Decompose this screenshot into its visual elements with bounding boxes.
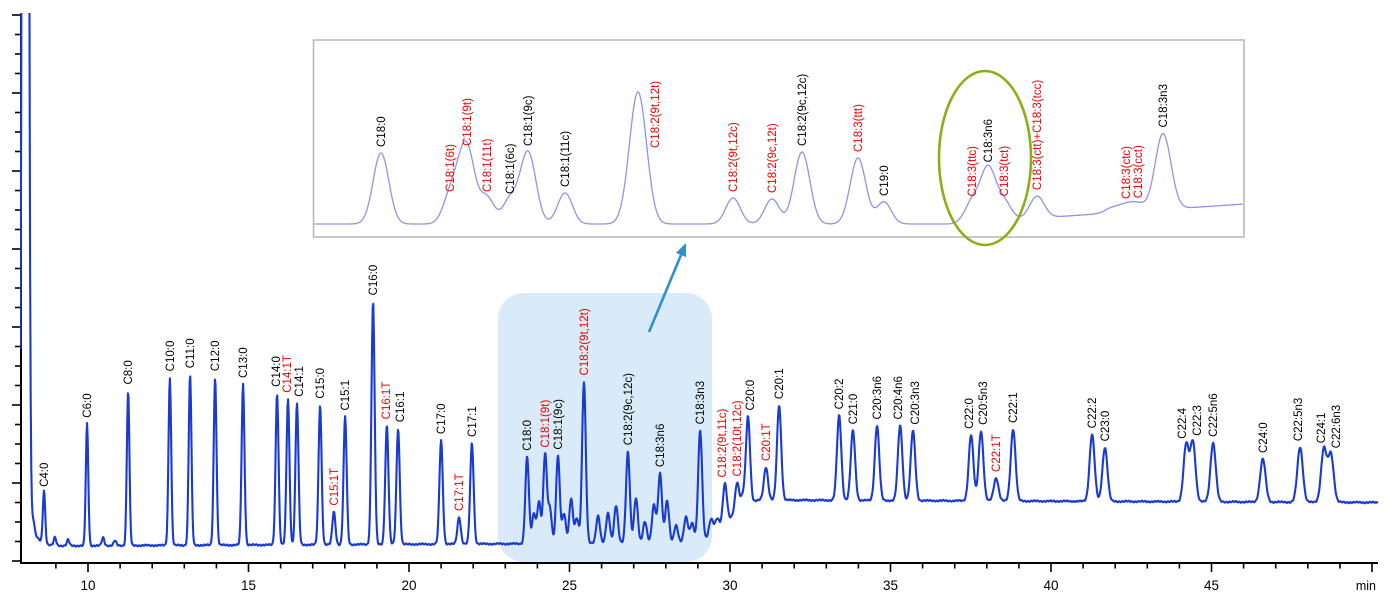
peak-label: C18:2(9t,11c) xyxy=(717,408,729,477)
x-axis-ticks xyxy=(55,564,1373,572)
peak-label: C18:1(9c) xyxy=(553,399,565,450)
inset-peak-labels: C18:0 C18:1(6t) C18:1(9t) C18:1(11t) C18:1(6… xyxy=(376,74,1170,199)
peak-label: C14:0 xyxy=(271,356,283,387)
inset-peak-label: C18:1(9c) xyxy=(523,95,535,146)
y-axis-ticks xyxy=(12,14,20,562)
peak-label: C18:3n6 xyxy=(655,424,667,467)
peak-label: C23:0 xyxy=(1100,411,1112,442)
x-axis-labels: 10 15 20 25 30 35 40 45 min xyxy=(80,578,1376,593)
inset-peak-label: C19:0 xyxy=(879,165,891,196)
peak-label: C24:0 xyxy=(1258,422,1270,453)
peak-label: C18:2(10t,12c) xyxy=(732,400,744,476)
peak-label: C8:0 xyxy=(123,360,135,384)
inset-peak-label: C18:3(tct) xyxy=(999,146,1011,197)
peak-label: C20:0 xyxy=(745,380,757,411)
inset-peak-label: C18:3n6 xyxy=(983,119,995,162)
peak-label: C14:1T xyxy=(282,355,294,393)
conjugated-c18-3-ellipse-annotation xyxy=(937,69,1033,247)
peak-label: C22:0 xyxy=(964,398,976,429)
zoom-arrow-head xyxy=(675,243,687,258)
inset-peak-label: C18:3(cct) xyxy=(1133,145,1145,198)
inset-peak-label: C18:2(9c,12t) xyxy=(767,123,779,193)
inset-peak-label: C18:3(ttc) xyxy=(967,146,979,197)
peak-label: C18:0 xyxy=(522,420,534,451)
inset-peak-label: C18:1(11t) xyxy=(482,138,494,192)
x-axis-tick-label: 30 xyxy=(722,578,737,593)
peak-label: C18:2(9t,12t) xyxy=(579,308,591,375)
peak-label: C22:2 xyxy=(1087,398,1099,429)
peak-label: C6:0 xyxy=(82,393,94,417)
inset-peak-label: C18:2(9t,12c) xyxy=(728,122,740,192)
peak-label: C20:5n3 xyxy=(978,381,990,424)
peak-label: C13:0 xyxy=(238,347,250,378)
inset-peak-label: C18:0 xyxy=(376,116,388,147)
peak-label: C18:1(9t) xyxy=(540,400,552,448)
peak-label: C22:5n3 xyxy=(1293,398,1305,441)
inset-peak-label: C18:1(9t) xyxy=(462,98,474,146)
peak-label: C18:3n3 xyxy=(695,381,707,424)
peak-label: C16:0 xyxy=(368,265,380,296)
peak-label: C12:0 xyxy=(210,340,222,371)
x-axis-tick-label: 45 xyxy=(1204,578,1219,593)
peak-label: C22:6n3 xyxy=(1331,405,1343,448)
peak-label: C22:5n6 xyxy=(1208,393,1220,436)
x-axis-tick-label: 40 xyxy=(1043,578,1058,593)
inset-peak-label: C18:2(9c,12c) xyxy=(797,74,809,146)
x-axis-tick-label: 20 xyxy=(401,578,416,593)
peak-label: C20:1 xyxy=(774,368,786,399)
inset-peak-label: C18:2(9t,12t) xyxy=(650,81,662,148)
peak-label: C11:0 xyxy=(185,338,197,368)
peak-label: C10:0 xyxy=(165,341,177,372)
peak-label: C15:1T xyxy=(329,468,341,506)
peak-label: C14:1 xyxy=(294,366,306,397)
peak-label: C17:1 xyxy=(467,406,479,437)
peak-label: C15:1 xyxy=(340,380,352,411)
x-axis-tick-label: 25 xyxy=(562,578,577,593)
peak-label: C4:0 xyxy=(39,463,51,487)
peak-label: C22:1 xyxy=(1008,392,1020,423)
peak-label: C20:3n6 xyxy=(872,376,884,419)
x-axis-tick-label: 10 xyxy=(80,578,95,593)
inset-peak-label: C18:1(11c) xyxy=(560,131,572,187)
inset-peak-label: C18:3(ctc) xyxy=(1121,146,1133,199)
main-chromatogram-trace xyxy=(20,13,1379,548)
peak-label: C22:1T xyxy=(991,434,1003,472)
peak-label: C16:1T xyxy=(381,382,393,420)
peak-label: C22:3 xyxy=(1192,405,1204,436)
zoom-arrow xyxy=(647,243,687,333)
peak-label: C20:2 xyxy=(834,379,846,410)
inset-peak-label: C18:3(ttt) xyxy=(853,104,865,152)
peak-label: C18:2(9c,12c) xyxy=(623,373,635,445)
peak-label: C16:1 xyxy=(395,392,407,423)
x-axis-tick-label: 35 xyxy=(883,578,898,593)
inset-chromatogram-trace xyxy=(314,91,1243,225)
inset-peak-label: C18:1(6c) xyxy=(505,143,517,194)
inset-peak-label: C18:3n3 xyxy=(1158,84,1170,127)
x-axis-tick-label: 15 xyxy=(241,578,256,593)
peak-label: C22:4 xyxy=(1177,407,1189,438)
peak-label: C17:1T xyxy=(454,473,466,511)
peak-label: C20:4n6 xyxy=(893,376,905,419)
peak-label: C24:1 xyxy=(1316,413,1328,444)
inset-box xyxy=(312,39,1245,238)
inset-peak-label: C18:1(6t) xyxy=(445,144,457,192)
peak-label: C20:1T xyxy=(761,423,773,461)
x-axis-unit-label: min xyxy=(1356,579,1376,593)
peak-label: C15:0 xyxy=(315,368,327,399)
peak-label: C17:0 xyxy=(436,403,448,434)
peak-label: C20:3n3 xyxy=(910,381,922,424)
inset-peak-label: C18:3(ctt)+C18:3(tcc) xyxy=(1032,80,1044,190)
peak-label: C21:0 xyxy=(848,394,860,425)
